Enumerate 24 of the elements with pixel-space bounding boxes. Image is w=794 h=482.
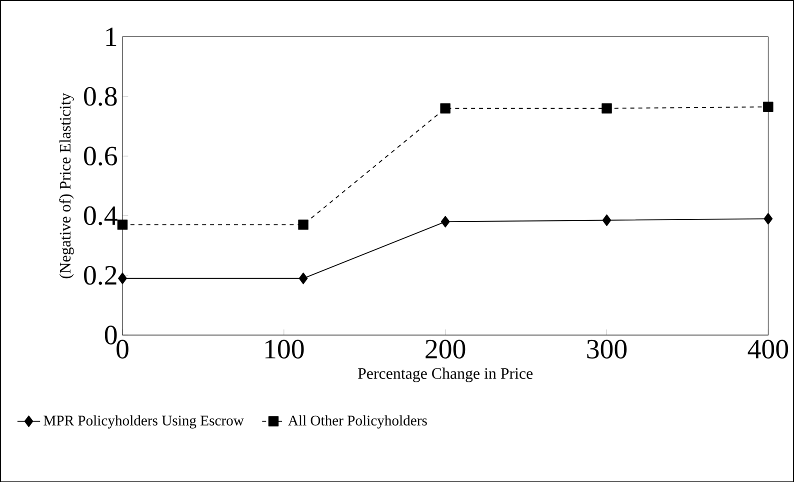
- point: [118, 272, 127, 284]
- y-tick-label: 1: [106, 27, 116, 46]
- point: [117, 219, 128, 230]
- point: [298, 219, 308, 230]
- point: [763, 102, 774, 112]
- x-tick-label: 100: [265, 340, 304, 358]
- y-tick-label: 0.6: [84, 146, 117, 166]
- y-tick-label: 0.2: [84, 266, 116, 285]
- point: [298, 272, 308, 284]
- y-tick-label: 0.8: [84, 86, 117, 106]
- y-tick-label: 0.4: [84, 206, 118, 225]
- x-axis-title: Percentage Change in Price: [358, 367, 533, 382]
- y-tick-label: 0: [104, 325, 117, 344]
- x-tick-label: 400: [748, 340, 788, 358]
- y-axis-title: (Negative of) Price Elasticity: [59, 92, 74, 278]
- x-tick-label: 200: [426, 340, 466, 358]
- x-tick-label: 300: [587, 340, 627, 358]
- point: [602, 103, 612, 114]
- point: [764, 212, 773, 224]
- point: [602, 214, 612, 226]
- legend-label: MPR Policyholders Using Escrow: [44, 414, 244, 428]
- point: [440, 216, 450, 228]
- point: [440, 103, 450, 114]
- legend-label: All Other Policyholders: [288, 414, 427, 428]
